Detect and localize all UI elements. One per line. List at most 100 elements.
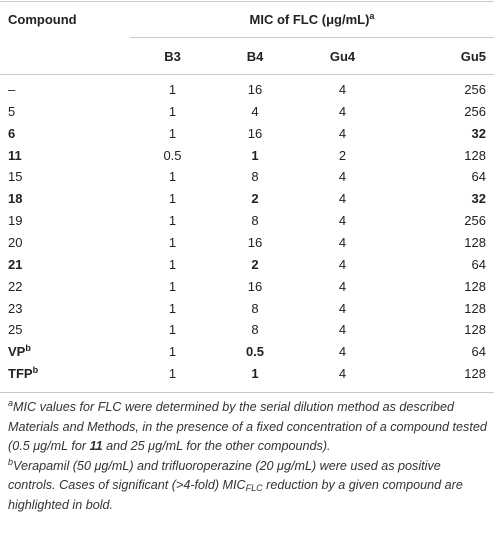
cell-text: 1 xyxy=(168,300,177,316)
mic-cell: 1 xyxy=(215,364,295,384)
mic-cell: 4 xyxy=(295,277,390,297)
cell-text: 1 xyxy=(251,366,259,382)
cell-text: 16 xyxy=(247,125,263,141)
mic-cell: 64 xyxy=(390,167,486,187)
mic-cell: 1 xyxy=(130,233,215,253)
mic-cell: 4 xyxy=(295,167,390,187)
mic-cell: 128 xyxy=(390,146,486,166)
row-note: b xyxy=(25,343,31,354)
cell-text: 21 xyxy=(8,256,23,272)
mic-cell: 128 xyxy=(390,299,486,319)
cell-text: 4 xyxy=(338,256,347,272)
cell-text: 11 xyxy=(8,147,22,163)
mic-cell: 8 xyxy=(215,167,295,187)
mic-cell: 4 xyxy=(295,233,390,253)
cell-text: 4 xyxy=(338,278,347,294)
cell-text: 8 xyxy=(251,322,259,338)
cell-text: 18 xyxy=(8,191,23,207)
cell-text: 128 xyxy=(464,147,486,163)
cell-text: 128 xyxy=(464,278,486,294)
cell-text: 8 xyxy=(251,300,259,316)
compound-cell: 5 xyxy=(8,102,128,122)
cell-text: 2 xyxy=(251,256,259,272)
footnote-text: 11 xyxy=(89,439,103,454)
cell-text: TFP xyxy=(8,366,33,382)
mic-cell: 2 xyxy=(295,146,390,166)
cell-text: 128 xyxy=(464,234,486,250)
cell-text: 23 xyxy=(8,300,23,316)
mic-cell: 16 xyxy=(215,124,295,144)
mic-cell: 4 xyxy=(295,299,390,319)
compound-cell: 25 xyxy=(8,320,128,340)
mic-cell: 1 xyxy=(130,364,215,384)
column-header: B4 xyxy=(246,49,264,64)
footnote-text: reduction by a given compound are highli… xyxy=(8,478,463,512)
mic-cell: 256 xyxy=(390,102,486,122)
cell-text: 1 xyxy=(168,344,177,360)
cell-text: 1 xyxy=(168,191,177,207)
compound-cell: TFPb xyxy=(8,364,128,384)
row-note: b xyxy=(32,365,39,376)
mic-cell: 64 xyxy=(390,342,486,362)
cell-text: 4 xyxy=(338,191,347,207)
mic-cell: 1 xyxy=(130,342,215,362)
mic-cell: 4 xyxy=(215,102,295,122)
cell-text: 4 xyxy=(251,103,259,119)
cell-text: 16 xyxy=(247,82,263,97)
mic-cell: 1 xyxy=(130,277,215,297)
footnote: bVerapamil (50 μg/mL) and trifluoroperaz… xyxy=(8,457,490,516)
mic-cell: 0.5 xyxy=(215,342,295,362)
footnotes: aMIC values for FLC were determined by t… xyxy=(8,398,490,516)
cell-text: 25 xyxy=(8,322,23,338)
mic-cell: 8 xyxy=(215,211,295,231)
mic-cell: 128 xyxy=(390,364,486,384)
column-header: Gu5 xyxy=(460,49,486,64)
mic-cell: 1 xyxy=(130,102,215,122)
mic-cell: 256 xyxy=(390,80,486,100)
column-header: Gu4 xyxy=(329,49,356,64)
cell-text: 4 xyxy=(338,125,347,141)
mic-cell: 4 xyxy=(295,189,390,209)
cell-text: 1 xyxy=(168,278,177,294)
mic-cell: 4 xyxy=(295,342,390,362)
cell-text: 16 xyxy=(247,234,263,250)
mic-cell: 16 xyxy=(215,80,295,100)
mic-cell: 128 xyxy=(390,320,486,340)
compound-cell: 15 xyxy=(8,167,128,187)
compound-cell: – xyxy=(8,80,128,100)
footnote-mark: a xyxy=(8,398,14,408)
mic-cell: 8 xyxy=(215,320,295,340)
mic-cell: 2 xyxy=(215,189,295,209)
cell-text: 1 xyxy=(168,82,177,97)
cell-text: 4 xyxy=(338,322,347,338)
cell-text: 4 xyxy=(338,344,347,360)
cell-text: 16 xyxy=(247,278,263,294)
cell-text: 20 xyxy=(8,234,23,250)
mic-cell: 4 xyxy=(295,320,390,340)
footnote-text: and 25 μg/mL for the other compounds). xyxy=(102,439,331,454)
cell-text: 1 xyxy=(168,322,177,338)
cell-text: 1 xyxy=(168,103,177,119)
header-rule xyxy=(0,74,494,75)
footnote-text: Verapamil (50 μg/mL) and trifluoroperazi… xyxy=(8,458,441,493)
column-header: B3 xyxy=(164,49,181,64)
cell-text: 6 xyxy=(8,125,16,141)
mic-cell: 64 xyxy=(390,255,486,275)
cell-text: 4 xyxy=(338,82,347,97)
mic-cell: 2 xyxy=(215,255,295,275)
footnote-text: FLC xyxy=(245,483,263,494)
mic-cell: 256 xyxy=(390,211,486,231)
cell-text: 1 xyxy=(251,147,259,163)
mic-cell: 1 xyxy=(130,80,215,100)
mic-cell: 32 xyxy=(390,189,486,209)
mic-cell: 16 xyxy=(215,233,295,253)
compound-cell: 22 xyxy=(8,277,128,297)
cell-text: 22 xyxy=(8,278,23,294)
cell-text: 128 xyxy=(464,322,486,338)
cell-text: 64 xyxy=(471,344,486,360)
mic-cell: 4 xyxy=(295,102,390,122)
cell-text: 1 xyxy=(168,256,177,272)
mic-cell: 1 xyxy=(130,124,215,144)
mic-cell: 128 xyxy=(390,233,486,253)
